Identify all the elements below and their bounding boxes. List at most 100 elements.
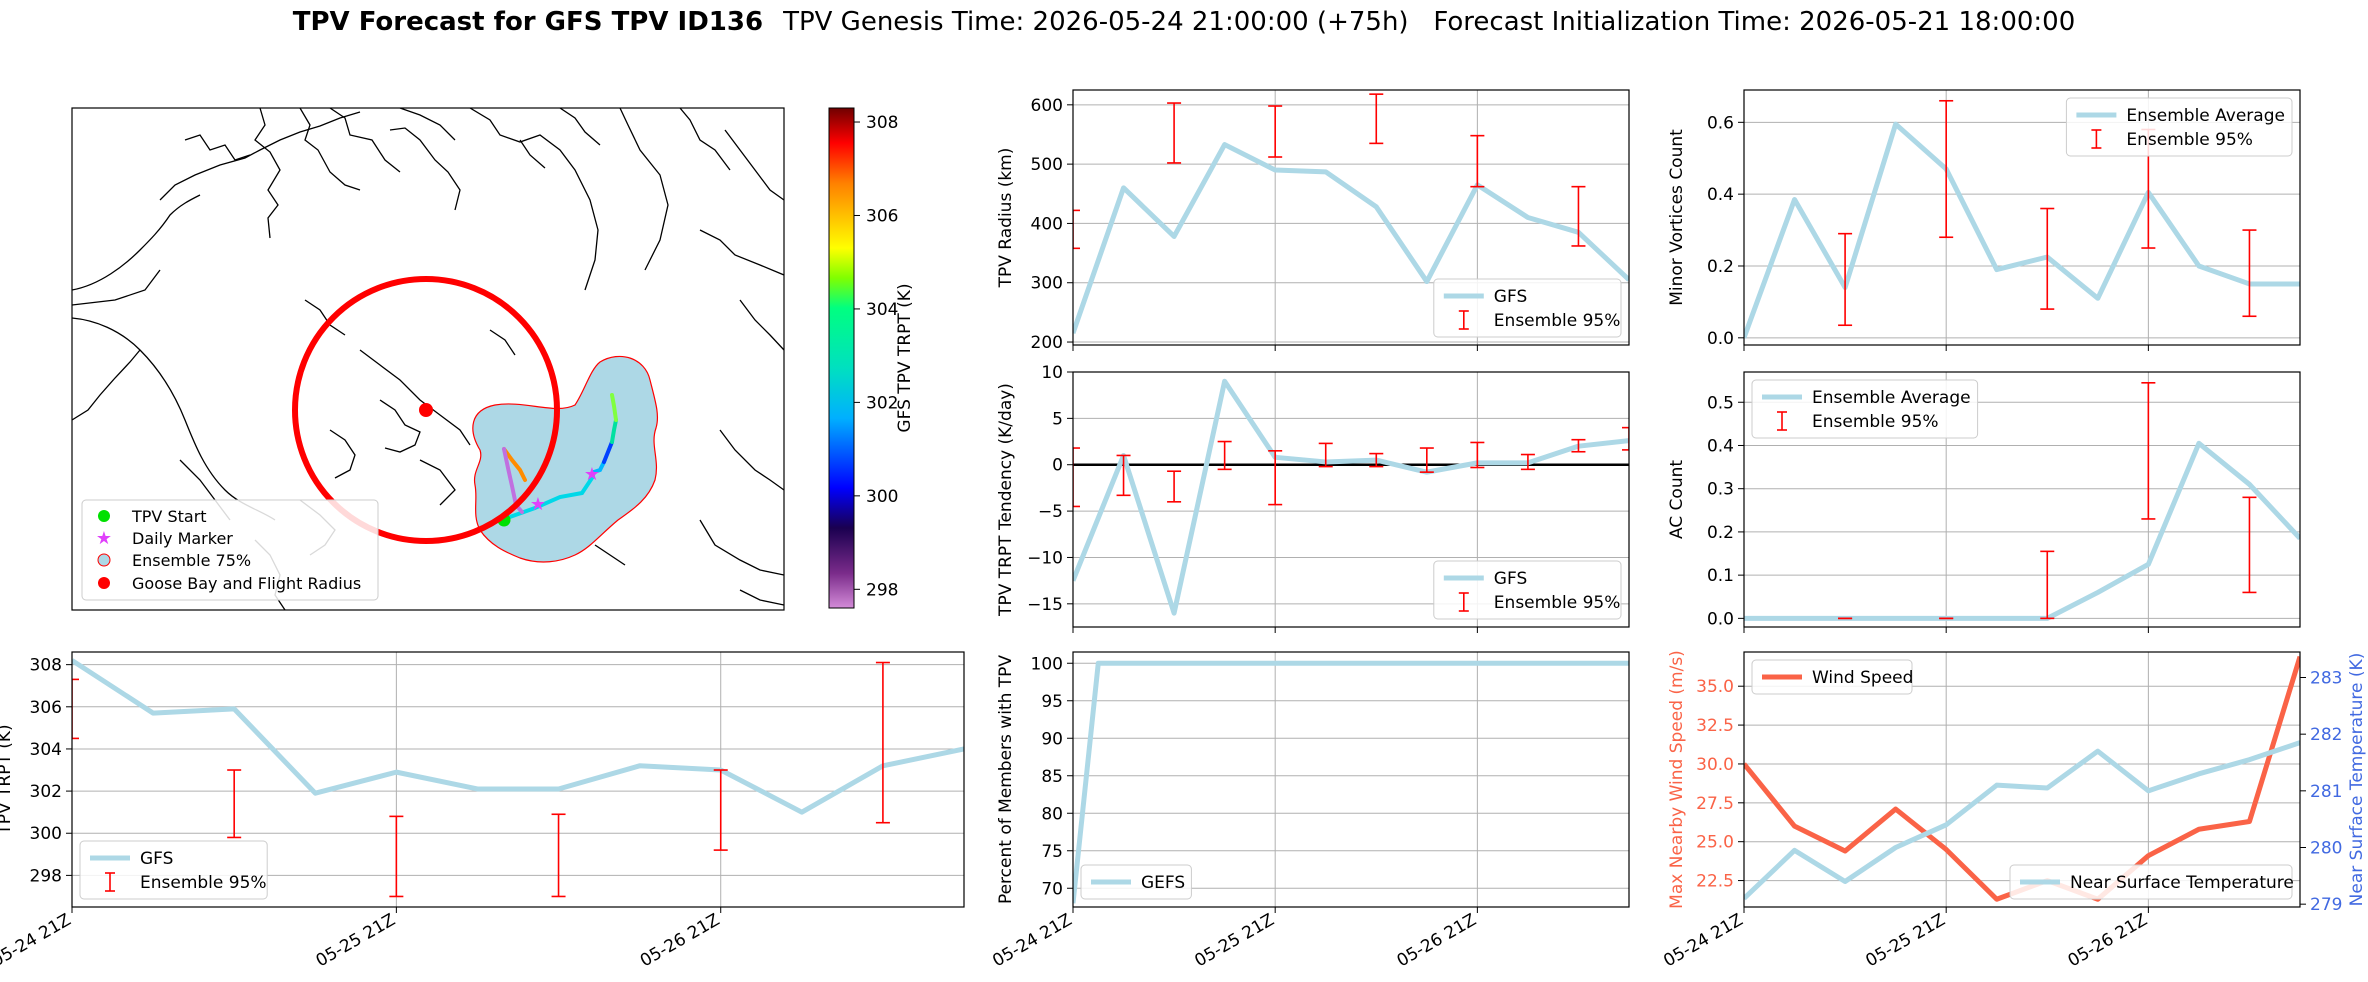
series-line-ensemble-average [1744,440,2300,621]
error-bar [1571,438,1586,453]
y-tick-label: 298 [30,866,62,886]
y-tick-label: 0.6 [1707,113,1734,133]
figure-title-bold: TPV Forecast for GFS TPV ID136 [293,7,763,37]
error-bar [551,813,566,898]
y-tick-label: 85 [1041,767,1063,787]
error-bar [1116,454,1131,497]
legend-label: Ensemble Average [2126,106,2285,126]
legend-label: GEFS [1141,873,1185,893]
series-line-ensemble-average [1744,121,2300,339]
y2-tick-label: 280 [2310,839,2342,859]
legend-ensemble-75: Ensemble 75% [132,551,251,570]
x-tick-label: 05-24 21Z [0,910,75,971]
y-tick-label: 200 [1031,333,1063,353]
y-axis-label: TPV TRPT (K) [0,724,15,835]
error-bar [2242,229,2257,318]
coastlines [72,108,784,610]
axes-frame [71,651,965,908]
y-tick-label: 304 [30,740,62,760]
y-tick-label: 27.5 [1696,794,1734,814]
axes-frame [1743,89,2301,346]
y-tick-label: 302 [30,782,62,802]
y-tick-label: 500 [1031,155,1063,175]
chart-trpt: 298 300 302 304 306 308 TPV TRPT (K) 05-24 21Z 0… [0,651,965,971]
y-tick-label: 100 [1031,654,1063,674]
error-bar [1419,447,1434,473]
legend: Ensemble Average Ensemble 95% [2065,97,2293,157]
error-bar [1268,450,1283,506]
daily-marker-1: ★ [530,494,546,515]
legend-tpv-start: TPV Start [131,507,207,526]
y2-axis-label: Near Surface Temperature (K) [2347,653,2367,907]
colorbar-tick-label: 308 [866,113,898,133]
x-tick-label: 05-24 21Z [1660,910,1746,971]
legend-label: Ensemble 95% [1812,412,1939,432]
legend-label: Ensemble 95% [1494,311,1621,331]
figure-title-rest: TPV Genesis Time: 2026-05-24 21:00:00 (+… [782,7,2075,37]
colorbar-tick-label: 300 [866,487,898,507]
legend: GFS Ensemble 95% [1433,278,1622,338]
axes-frame [1743,371,2301,628]
colorbar: 298 300 302 304 306 308 GFS TPV TRPT (K) [828,107,915,609]
y-tick-label: 300 [1031,274,1063,294]
y-tick-label: 90 [1041,729,1063,749]
y2-tick-label: 282 [2310,725,2342,745]
error-bar [1318,442,1333,468]
y-tick-label: 0.2 [1707,523,1734,543]
legend-label: Ensemble 95% [140,873,267,893]
series-line-near-surface-temperature [1744,740,2300,901]
y-tick-label: 30.0 [1696,755,1734,775]
y-tick-label: 32.5 [1696,716,1734,736]
y-axis-label: Minor Vortices Count [1667,129,1687,306]
error-bar [1217,440,1232,471]
y-tick-label: 0.3 [1707,480,1734,500]
chart-wind-temp: 22.5 25.0 27.5 30.0 32.5 35.0 Max Nearby Wind … [1660,650,2367,971]
axes-frame [1072,371,1630,628]
y2-tick-label: 283 [2310,669,2342,689]
legend-label: Ensemble Average [1812,388,1971,408]
legend-daily-marker: Daily Marker [132,529,233,548]
legend-goose-bay: Goose Bay and Flight Radius [132,574,361,593]
goose-bay-marker [419,403,433,417]
map-frame [71,107,785,611]
series-line-gfs [72,658,964,815]
series-line-gefs [1073,660,1629,904]
error-bar [1369,93,1384,145]
error-bar [2040,207,2055,310]
error-bar [1838,232,1853,327]
legend-label: Ensemble 95% [2126,130,2253,150]
y-tick-label: 25.0 [1696,833,1734,853]
y-axis-label: TPV Radius (km) [996,148,1016,289]
daily-marker-2: ★ [584,464,600,485]
legend-label: Ensemble 95% [1494,593,1621,613]
colorbar-tick-label: 304 [866,300,898,320]
y-axis-label: Max Nearby Wind Speed (m/s) [1667,650,1687,909]
legend: Near Surface Temperature [2009,864,2294,900]
error-bar [1073,447,1080,508]
y-tick-label: 0.1 [1707,566,1734,586]
colorbar-tick-label: 298 [866,580,898,600]
y-tick-label: −5 [1038,502,1063,522]
legend-ensemble-swatch [97,553,111,567]
y-tick-label: 0.0 [1707,329,1734,349]
axes-frame [1743,651,2301,908]
chart-minor-vortices: 0.0 0.2 0.4 0.6 Minor Vortices Count Ensemble… [1667,89,2301,351]
error-bar [72,678,79,740]
legend-star-swatch: ★ [96,528,112,549]
legend: GEFS [1080,864,1192,900]
y-tick-label: 300 [30,824,62,844]
error-bar [1571,185,1586,247]
map-legend: TPV Start ★ Daily Marker Ensemble 75% Go… [81,499,379,601]
y-tick-label: −15 [1027,595,1063,615]
legend-start-swatch [98,510,110,522]
error-bar [2040,550,2055,620]
error-bar [1073,209,1080,250]
y-tick-label: 5 [1052,409,1063,429]
error-bar [1939,99,1954,239]
error-bar [713,769,728,851]
x-tick-label: 05-25 21Z [1191,910,1277,971]
y-tick-label: 35.0 [1696,677,1734,697]
colorbar-tick-label: 306 [866,206,898,226]
y-tick-label: 75 [1041,842,1063,862]
